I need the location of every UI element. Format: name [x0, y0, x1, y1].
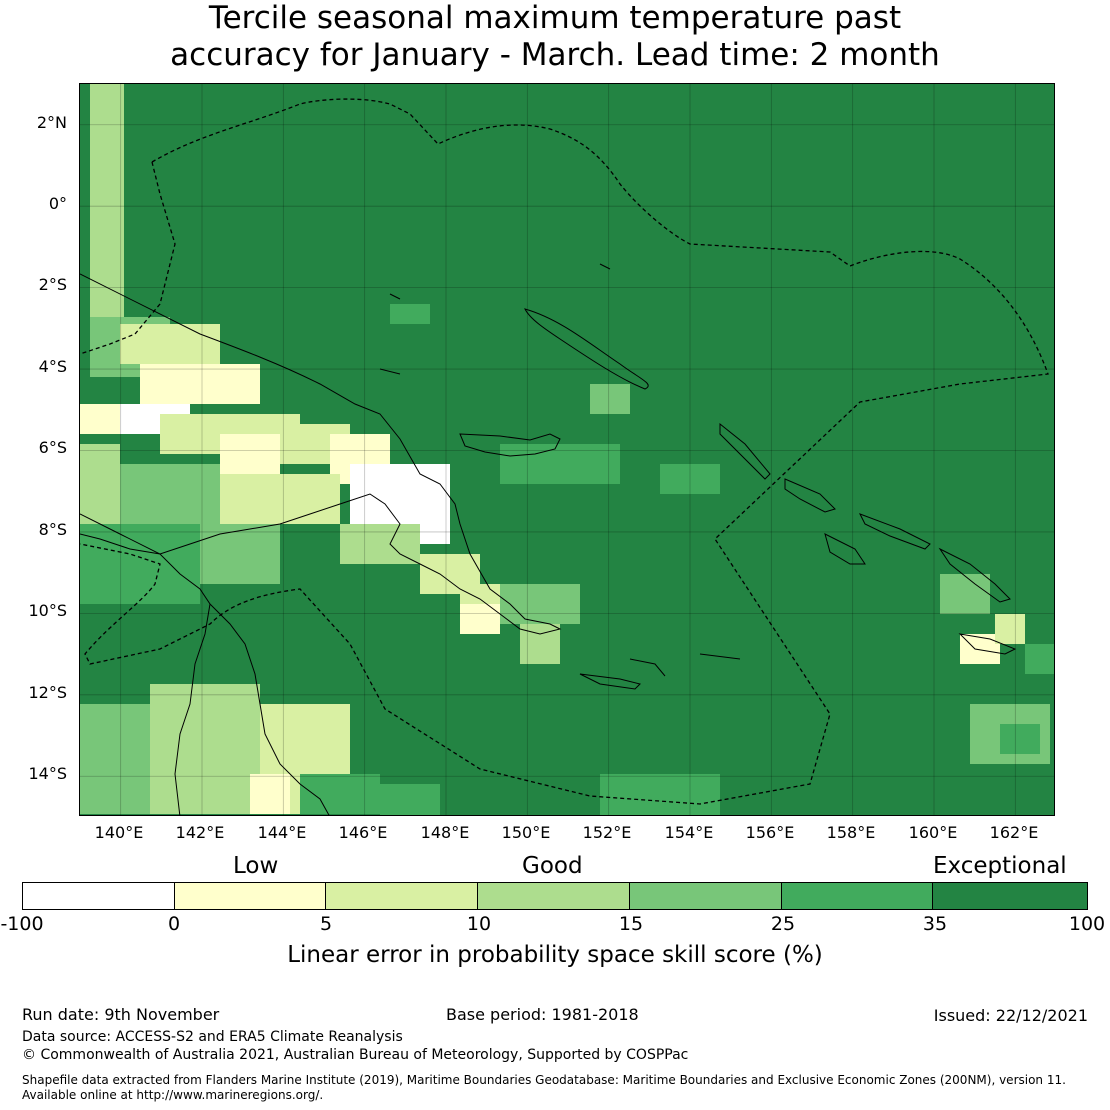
colorbar-axis-label: Linear error in probability space skill …: [287, 942, 823, 968]
lat-label-2n: 2°N: [36, 113, 67, 132]
colorbar-segment-lightgreen: [478, 883, 630, 909]
skill-cell: [140, 364, 260, 404]
legend-category-good: Good: [522, 853, 583, 879]
lon-label-142e: 142°E: [175, 823, 225, 842]
colorbar-tick-0: 0: [167, 913, 181, 935]
skill-cell: [660, 464, 720, 494]
coast-louisiade: [579, 673, 641, 690]
map-title: Tercile seasonal maximum temperature pas…: [0, 0, 1110, 74]
skill-cell: [960, 634, 1000, 664]
colorbar-segment-midgreen: [629, 883, 782, 909]
skill-cell: [500, 584, 580, 624]
lat-label-0: 0°: [48, 194, 67, 213]
coast-new-guinea: [80, 273, 562, 635]
legend-category-low: Low: [233, 853, 279, 879]
skill-cell: [590, 384, 630, 414]
lat-label-12s: 12°S: [28, 683, 67, 702]
lat-label-2s: 2°S: [38, 275, 67, 294]
colorbar-segment-green: [781, 883, 934, 909]
lon-label-158e: 158°E: [826, 823, 876, 842]
skill-cell: [90, 84, 124, 317]
skill-cell: [300, 774, 380, 814]
lon-label-148e: 148°E: [420, 823, 470, 842]
title-line-1: Tercile seasonal maximum temperature pas…: [208, 0, 902, 36]
skill-cell: [80, 704, 150, 814]
colorbar-segment-white: [23, 883, 175, 909]
skill-cell: [500, 444, 620, 484]
map-canvas: [80, 84, 1054, 815]
skill-cell: [1025, 644, 1054, 674]
colorbar-tick-neg100: -100: [0, 913, 44, 935]
skill-cell: [200, 524, 280, 584]
skill-score-map: [79, 83, 1055, 816]
skill-cell: [80, 524, 200, 604]
title-line-2: accuracy for January - March. Lead time:…: [170, 37, 940, 73]
colorbar-tick-15: 15: [618, 913, 644, 935]
eez-boundary-west: [80, 161, 176, 355]
skill-cell: [995, 614, 1025, 644]
lon-label-150e: 150°E: [501, 823, 551, 842]
colorbar-tick-35: 35: [922, 913, 948, 935]
colorbar: [22, 882, 1088, 910]
colorbar-tick-10: 10: [466, 913, 492, 935]
legend-category-exceptional: Exceptional: [933, 853, 1067, 879]
lat-label-6s: 6°S: [38, 438, 67, 457]
lon-label-154e: 154°E: [664, 823, 714, 842]
run-date: Run date: 9th November: [22, 1005, 220, 1024]
coast-solomons-1: [784, 478, 836, 513]
lat-label-4s: 4°S: [38, 357, 67, 376]
shapefile-credit-2: Available online at http://www.marinereg…: [22, 1088, 324, 1102]
lon-label-162e: 162°E: [989, 823, 1039, 842]
coast-bougainville: [719, 422, 771, 480]
coast-australia: [80, 513, 330, 815]
base-period: Base period: 1981-2018: [446, 1005, 639, 1024]
coast-solomons-3: [824, 533, 866, 565]
lon-label-160e: 160°E: [908, 823, 958, 842]
lat-label-10s: 10°S: [28, 601, 67, 620]
lon-label-144e: 144°E: [257, 823, 307, 842]
skill-cell: [390, 304, 430, 324]
skill-grid-cells: [80, 84, 1054, 815]
copyright: © Commonwealth of Australia 2021, Austra…: [22, 1047, 689, 1063]
skill-cell: [150, 684, 260, 814]
skill-cell: [120, 324, 220, 364]
skill-cell: [80, 404, 120, 434]
colorbar-segment-lightlime: [326, 883, 479, 909]
skill-cell: [220, 474, 340, 524]
coast-new-britain: [459, 433, 561, 457]
data-source: Data source: ACCESS-S2 and ERA5 Climate …: [22, 1029, 403, 1045]
lon-label-152e: 152°E: [582, 823, 632, 842]
colorbar-tick-5: 5: [319, 913, 333, 935]
lon-label-156e: 156°E: [745, 823, 795, 842]
skill-cell: [940, 574, 990, 614]
coast-islands-small: [379, 263, 741, 677]
colorbar-segment-cream: [174, 883, 327, 909]
skill-cell: [220, 434, 280, 474]
coast-new-ireland: [524, 308, 649, 390]
lon-label-140e: 140°E: [94, 823, 144, 842]
colorbar-tick-100: 100: [1068, 913, 1106, 935]
colorbar-tick-25: 25: [770, 913, 796, 935]
shapefile-credit-1: Shapefile data extracted from Flanders M…: [22, 1073, 1066, 1087]
issued-date: Issued: 22/12/2021: [933, 1006, 1088, 1025]
skill-cell: [120, 464, 220, 524]
map-features: [80, 98, 1049, 815]
coast-solomons-4: [938, 547, 1011, 603]
skill-cell: [460, 604, 500, 634]
skill-cell: [380, 784, 440, 815]
lat-label-8s: 8°S: [38, 520, 67, 539]
skill-cell: [250, 774, 290, 814]
skill-cell: [1000, 724, 1040, 754]
skill-cell: [600, 774, 720, 815]
coast-solomons-2: [858, 513, 931, 550]
skill-cell: [80, 444, 120, 524]
coast-solomons-5: [958, 633, 1017, 655]
lon-label-146e: 146°E: [338, 823, 388, 842]
colorbar-segment-darkgreen: [933, 883, 1088, 909]
lat-label-14s: 14°S: [28, 764, 67, 783]
